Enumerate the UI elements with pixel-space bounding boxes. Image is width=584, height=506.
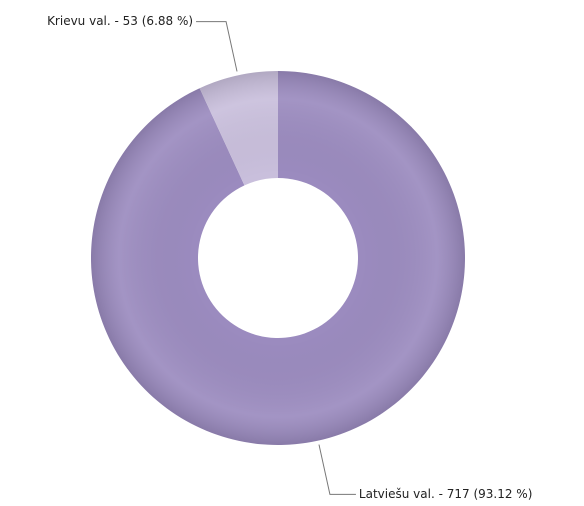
data-label: Latviešu val. - 717 (93.12 %) <box>359 487 532 501</box>
data-label: Krievu val. - 53 (6.88 %) <box>47 14 193 28</box>
leader-line <box>318 444 356 495</box>
leader-line <box>196 21 238 72</box>
shading <box>91 71 465 445</box>
